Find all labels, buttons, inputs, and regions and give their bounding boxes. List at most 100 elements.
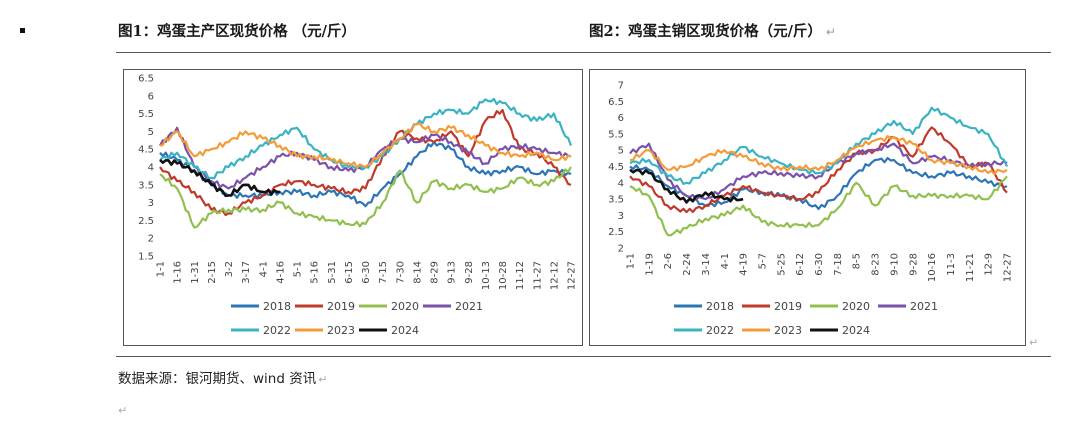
figure2-title: 图2：鸡蛋主销区现货价格（元/斤） ↵ bbox=[589, 23, 836, 40]
x-tick-label: 8-29 bbox=[430, 261, 441, 284]
legend-label-2023: 2023 bbox=[774, 324, 802, 337]
x-tick-label: 7-30 bbox=[395, 261, 406, 284]
y-tick-label: 3 bbox=[148, 198, 154, 209]
legend-label-2022: 2022 bbox=[263, 324, 291, 337]
x-tick-label: 9-10 bbox=[889, 253, 900, 276]
y-tick-label: 6 bbox=[618, 113, 624, 124]
series-line-2021 bbox=[629, 142, 1008, 201]
data-source-note: 数据来源：银河期货、wind 资讯 ↵ bbox=[118, 371, 328, 387]
legend-label-2024: 2024 bbox=[842, 324, 870, 337]
x-tick-label: 5-7 bbox=[757, 253, 768, 269]
legend-label-2019: 2019 bbox=[774, 300, 802, 313]
x-tick-label: 9-13 bbox=[447, 261, 458, 284]
y-tick-label: 3.5 bbox=[138, 180, 154, 191]
legend-label-2018: 2018 bbox=[706, 300, 734, 313]
paragraph-mark: ↵ bbox=[118, 404, 128, 417]
y-tick-label: 2 bbox=[618, 244, 624, 255]
x-tick-label: 8-23 bbox=[871, 253, 882, 276]
legend-label-2021: 2021 bbox=[910, 300, 938, 313]
legend-label-2021: 2021 bbox=[455, 300, 483, 313]
x-tick-label: 4-19 bbox=[739, 253, 750, 276]
x-tick-label: 4-1 bbox=[258, 261, 269, 277]
y-tick-label: 1.5 bbox=[138, 252, 154, 263]
y-tick-label: 2 bbox=[148, 234, 154, 245]
x-tick-label: 9-28 bbox=[464, 261, 475, 284]
y-tick-label: 2.5 bbox=[138, 216, 154, 227]
x-tick-label: 8-5 bbox=[852, 253, 863, 269]
y-tick-label: 6 bbox=[148, 91, 154, 102]
x-tick-label: 12-27 bbox=[567, 261, 578, 290]
y-tick-label: 4.5 bbox=[138, 145, 154, 156]
x-tick-label: 12-12 bbox=[549, 261, 560, 290]
chart-panel-1: 1.5 2 2.5 3 3.5 4 4.5 5 5.5 6 6.5 1-1 1-16 1-31 2-15 3-… bbox=[123, 69, 583, 346]
legend-label-2019: 2019 bbox=[327, 300, 355, 313]
x-tick-label: 5-1 bbox=[293, 261, 304, 277]
x-tick-label: 4-1 bbox=[720, 253, 731, 269]
x-tick-label: 10-13 bbox=[481, 261, 492, 290]
x-tick-label: 12-27 bbox=[1003, 253, 1014, 282]
x-tick-label: 5-31 bbox=[327, 261, 338, 284]
legend-label-2018: 2018 bbox=[263, 300, 291, 313]
y-tick-label: 5.5 bbox=[138, 109, 154, 120]
legend-label-2022: 2022 bbox=[706, 324, 734, 337]
legend-label-2024: 2024 bbox=[391, 324, 419, 337]
x-tick-label: 6-30 bbox=[361, 261, 372, 284]
x-tick-label: 5-16 bbox=[310, 261, 321, 284]
x-tick-label: 6-15 bbox=[344, 261, 355, 284]
x-tick-label: 11-3 bbox=[946, 253, 957, 276]
series-line-2019 bbox=[159, 108, 572, 217]
chart-2: 2 2.5 3 3.5 4 4.5 5 5.5 6 6.5 7 1-1 1-19 2-6 2-24 3-14 4… bbox=[608, 81, 1014, 338]
chart-panel-2: 2 2.5 3 3.5 4 4.5 5 5.5 6 6.5 7 1-1 1-19 2-6 2-24 3-14 4… bbox=[589, 69, 1026, 346]
y-tick-label: 5 bbox=[618, 146, 624, 157]
y-tick-label: 4 bbox=[148, 163, 154, 174]
x-tick-label: 10-28 bbox=[498, 261, 509, 290]
y-tick-label: 3 bbox=[618, 211, 624, 222]
x-tick-label: 11-27 bbox=[532, 261, 543, 290]
top-rule bbox=[116, 52, 1051, 53]
series-line-2023 bbox=[159, 122, 572, 169]
y-tick-label: 6.5 bbox=[608, 97, 624, 108]
x-tick-label: 7-18 bbox=[833, 253, 844, 276]
y-tick-label: 4.5 bbox=[608, 162, 624, 173]
series-line-2023 bbox=[629, 134, 1008, 176]
x-tick-label: 1-1 bbox=[156, 261, 167, 277]
chart-1: 1.5 2 2.5 3 3.5 4 4.5 5 5.5 6 6.5 1-1 1-16 1-31 2-15 3-… bbox=[138, 74, 578, 338]
y-tick-label: 2.5 bbox=[608, 227, 624, 238]
x-tick-label: 9-28 bbox=[908, 253, 919, 276]
y-tick-label: 4 bbox=[618, 178, 624, 189]
legend-label-2020: 2020 bbox=[842, 300, 870, 313]
x-tick-label: 7-15 bbox=[378, 261, 389, 284]
series-line-2020 bbox=[159, 166, 572, 229]
paragraph-mark: ↵ bbox=[318, 373, 328, 386]
series-line-2024 bbox=[159, 158, 280, 198]
paragraph-mark: ↵ bbox=[825, 25, 836, 39]
x-tick-label: 8-14 bbox=[412, 261, 423, 284]
x-tick-label: 4-16 bbox=[275, 261, 286, 284]
x-tick-label: 2-6 bbox=[663, 253, 674, 269]
x-tick-label: 3-14 bbox=[701, 253, 712, 276]
paragraph-mark: ↵ bbox=[1029, 336, 1039, 349]
y-tick-label: 5.5 bbox=[608, 129, 624, 140]
x-tick-label: 1-16 bbox=[173, 261, 184, 284]
series-line-2022 bbox=[629, 106, 1008, 186]
y-tick-label: 7 bbox=[618, 81, 624, 92]
y-tick-label: 6.5 bbox=[138, 74, 154, 85]
x-tick-label: 6-30 bbox=[814, 253, 825, 276]
x-tick-label: 2-24 bbox=[682, 253, 693, 276]
y-tick-label: 5 bbox=[148, 127, 154, 138]
series-line-2024 bbox=[629, 168, 744, 204]
x-tick-label: 3-17 bbox=[241, 261, 252, 284]
x-tick-label: 5-25 bbox=[776, 253, 787, 276]
x-tick-label: 6-12 bbox=[795, 253, 806, 276]
legend-label-2020: 2020 bbox=[391, 300, 419, 313]
x-tick-label: 3-2 bbox=[224, 261, 235, 277]
x-tick-label: 10-16 bbox=[927, 253, 938, 282]
x-tick-label: 2-15 bbox=[207, 261, 218, 284]
x-tick-label: 1-19 bbox=[644, 253, 655, 276]
x-tick-label: 11-12 bbox=[515, 261, 526, 290]
series-line-2021 bbox=[159, 126, 572, 190]
x-tick-label: 12-9 bbox=[984, 253, 995, 276]
x-tick-label: 11-21 bbox=[965, 253, 976, 282]
legend-label-2023: 2023 bbox=[327, 324, 355, 337]
series-line-2020 bbox=[629, 175, 1008, 237]
